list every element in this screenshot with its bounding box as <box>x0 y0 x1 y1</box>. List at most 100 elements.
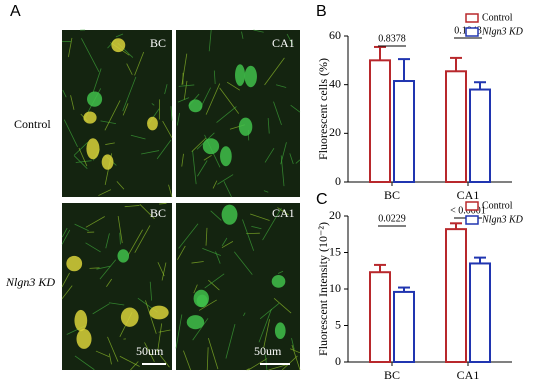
neurite <box>268 363 289 371</box>
neurite <box>251 225 262 230</box>
y-tick-label: 10 <box>329 281 341 295</box>
neurite <box>159 354 170 368</box>
p-value: 0.0229 <box>378 213 406 224</box>
x-tick-label: CA1 <box>457 188 480 202</box>
neurite <box>241 31 244 39</box>
neurite <box>85 242 101 253</box>
neurite <box>208 29 212 52</box>
cell-body <box>86 138 100 160</box>
neurite <box>221 237 228 247</box>
legend-label: Nlgn3 KD <box>481 214 524 225</box>
neurite <box>127 229 143 256</box>
neurite <box>104 100 121 131</box>
legend-swatch <box>465 201 479 211</box>
neurite <box>289 153 294 165</box>
legend-swatch <box>465 215 479 225</box>
neurite <box>263 190 269 193</box>
neurite <box>290 348 301 354</box>
y-tick-label: 5 <box>335 317 341 331</box>
neurite <box>124 205 140 208</box>
cell-body <box>188 99 203 113</box>
bar <box>393 290 415 364</box>
neurite <box>164 84 168 95</box>
panel-label: B <box>316 3 327 20</box>
neurite <box>225 323 236 359</box>
neurite <box>96 265 111 270</box>
neurite <box>122 76 137 112</box>
column-label: CA1 <box>272 206 295 220</box>
neurite <box>105 142 115 145</box>
neurite <box>202 248 221 256</box>
y-axis-label: Fluorescent cells (%) <box>316 58 330 160</box>
x-tick-label: CA1 <box>457 368 480 380</box>
cell-body <box>271 274 286 288</box>
neurite <box>290 104 301 113</box>
neurite <box>267 118 270 134</box>
neurite <box>216 106 237 123</box>
neurite <box>85 216 105 228</box>
neurite <box>246 368 250 371</box>
neurite <box>61 227 68 238</box>
neurite <box>62 89 67 98</box>
neurite <box>242 219 255 251</box>
cell-body <box>117 249 130 263</box>
neurite <box>61 272 70 288</box>
y-tick-label: 20 <box>329 125 341 139</box>
neurite <box>181 153 184 167</box>
neurite <box>157 323 163 353</box>
neurite <box>205 83 221 115</box>
neurite <box>92 68 102 94</box>
cell-body <box>202 138 220 155</box>
cell-body <box>274 322 286 340</box>
y-tick-label: 20 <box>329 208 341 222</box>
neurite <box>92 303 110 315</box>
neurite <box>145 300 157 334</box>
neurite <box>275 84 287 88</box>
neurite <box>73 141 89 156</box>
error-bar <box>398 58 410 82</box>
neurite <box>291 344 301 371</box>
neurite <box>183 350 191 371</box>
neurite <box>119 232 121 245</box>
column-label: CA1 <box>272 36 295 50</box>
neurite <box>273 297 292 314</box>
cell-body <box>186 315 205 330</box>
neurite <box>219 87 240 114</box>
cell-body <box>101 154 114 170</box>
neurite <box>70 95 75 110</box>
neurite <box>192 318 209 341</box>
panel-label: A <box>10 3 21 20</box>
neurite <box>151 103 155 106</box>
neurite <box>243 312 246 317</box>
y-tick-label: 0 <box>335 174 341 188</box>
cell-body <box>235 64 246 86</box>
neurite <box>226 81 241 91</box>
neurite <box>61 229 71 245</box>
neurite <box>130 361 139 371</box>
neurite <box>81 38 100 73</box>
cell-body <box>221 204 238 225</box>
neurite <box>281 355 298 371</box>
y-tick-label: 15 <box>329 244 341 258</box>
cell-body <box>149 305 169 320</box>
neurite <box>264 57 285 86</box>
bar <box>445 70 467 183</box>
column-label: BC <box>150 36 166 50</box>
error-bar <box>474 81 486 90</box>
neurite <box>95 350 110 358</box>
neurite <box>191 137 207 152</box>
p-value: < 0.0001 <box>450 205 486 216</box>
y-tick-label: 0 <box>335 354 341 368</box>
neurite <box>107 336 119 362</box>
column-label: BC <box>150 206 166 220</box>
neurite <box>295 159 301 164</box>
cell-body <box>76 328 92 349</box>
neurite <box>203 155 212 161</box>
neurite <box>108 302 125 306</box>
legend-swatch <box>465 27 479 37</box>
neurite <box>108 353 112 365</box>
neurite <box>206 347 209 371</box>
cell-body <box>220 146 232 167</box>
neurite <box>265 354 268 371</box>
